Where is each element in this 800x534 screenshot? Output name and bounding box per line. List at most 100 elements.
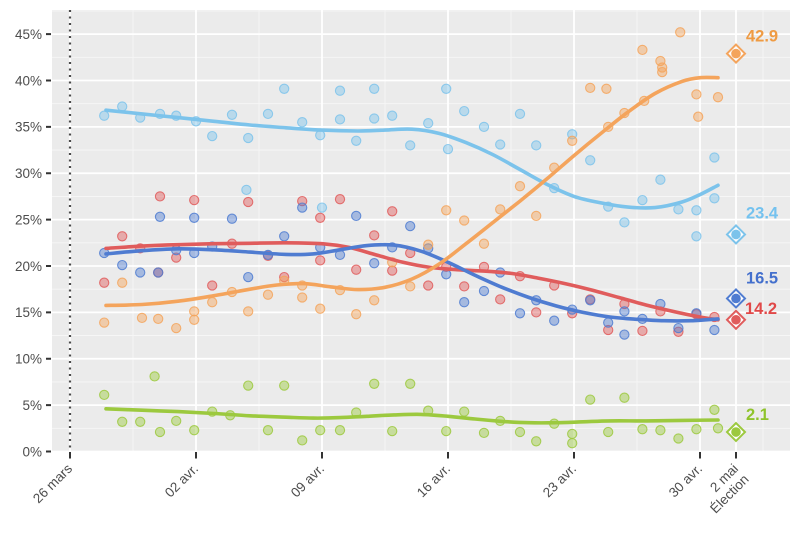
poll-point [442, 143, 454, 155]
poll-point [153, 313, 164, 325]
poll-point [387, 206, 398, 217]
poll-point [351, 309, 362, 320]
poll-point [585, 394, 596, 405]
poll-point [207, 130, 218, 142]
poll-point [369, 83, 380, 94]
x-tick-label: 30 avr. [666, 461, 705, 500]
poll-point [189, 212, 200, 223]
poll-point [153, 267, 164, 278]
poll-point [369, 295, 380, 306]
poll-point [478, 238, 490, 249]
poll-point [619, 217, 630, 228]
result-label-orange: 42.9 [746, 28, 778, 46]
poll-point [405, 281, 416, 292]
poll-point [514, 181, 526, 192]
poll-point [243, 271, 254, 283]
poll-point [189, 194, 200, 206]
poll-point [441, 269, 452, 280]
poll-point [334, 114, 346, 125]
y-tick-label: 30% [15, 166, 42, 181]
poll-point [567, 428, 578, 440]
result-dot-orange [731, 48, 741, 59]
poll-point [241, 184, 252, 196]
y-tick-label: 0% [22, 444, 42, 459]
poll-point [351, 264, 362, 275]
poll-point [149, 371, 160, 382]
y-tick-label: 10% [15, 352, 42, 367]
poll-point [226, 109, 238, 120]
poll-point [135, 416, 146, 427]
poll-point [478, 121, 490, 133]
x-tick-label: 26 mars [30, 461, 75, 506]
poll-point [709, 404, 720, 415]
result-label-sky-blue: 23.4 [746, 204, 779, 222]
poll-point [99, 389, 110, 401]
poll-point [441, 205, 452, 216]
poll-point [693, 111, 704, 122]
poll-point [207, 280, 218, 291]
poll-point [154, 191, 166, 202]
result-label-green: 2.1 [746, 406, 769, 424]
poll-point [315, 425, 326, 436]
poll-point [262, 108, 274, 120]
poll-point [243, 196, 254, 208]
poll-point [709, 152, 720, 163]
poll-point [315, 303, 326, 314]
poll-point [243, 132, 254, 144]
poll-point [709, 193, 720, 204]
poll-point [691, 89, 702, 100]
poll-point [531, 307, 542, 318]
poll-point [691, 205, 702, 216]
poll-point [423, 239, 434, 250]
result-dot-sky-blue [731, 229, 741, 240]
poll-point [531, 210, 542, 222]
poll-point [691, 424, 702, 435]
poll-point [514, 426, 526, 438]
x-tick-label: 16 avr. [414, 461, 453, 500]
poll-point [262, 289, 274, 300]
poll-point [351, 135, 362, 146]
y-tick-label: 40% [15, 73, 42, 88]
poll-point [603, 317, 614, 328]
grid-major [52, 10, 790, 453]
poll-point [316, 202, 328, 213]
poll-point [495, 139, 506, 150]
poll-points-green [99, 371, 724, 449]
x-tick-label: 23 avr. [540, 461, 579, 500]
result-label-red: 14.2 [745, 300, 777, 318]
poll-point [459, 215, 470, 226]
poll-point [619, 392, 630, 403]
poll-point [567, 135, 578, 146]
poll-point [369, 113, 380, 124]
poll-point [262, 425, 274, 436]
poll-point [117, 277, 128, 288]
series-layer [99, 27, 724, 449]
poll-point [297, 117, 308, 128]
poll-point [637, 424, 648, 435]
poll-point [315, 212, 326, 223]
plot-panel [52, 10, 790, 452]
poll-point [405, 220, 416, 232]
poll-point [459, 406, 470, 417]
poll-point [171, 252, 182, 263]
poll-point [531, 140, 542, 151]
poll-point [691, 231, 702, 242]
poll-point [459, 281, 470, 292]
poll-point [601, 83, 612, 94]
poll-point [655, 174, 666, 185]
poll-point [243, 306, 254, 317]
poll-point [531, 436, 542, 447]
poll-point [567, 438, 578, 449]
poll-point [154, 211, 166, 222]
poll-point [226, 213, 238, 224]
poll-point [99, 277, 110, 288]
poll-point [459, 297, 470, 308]
poll-point [334, 194, 346, 205]
poll-point [189, 314, 200, 325]
poll-point [387, 265, 398, 276]
poll-point [709, 324, 720, 336]
poll-point [297, 435, 308, 446]
axis-ticks [46, 33, 737, 459]
poll-point [243, 380, 254, 391]
poll-point [673, 433, 684, 444]
